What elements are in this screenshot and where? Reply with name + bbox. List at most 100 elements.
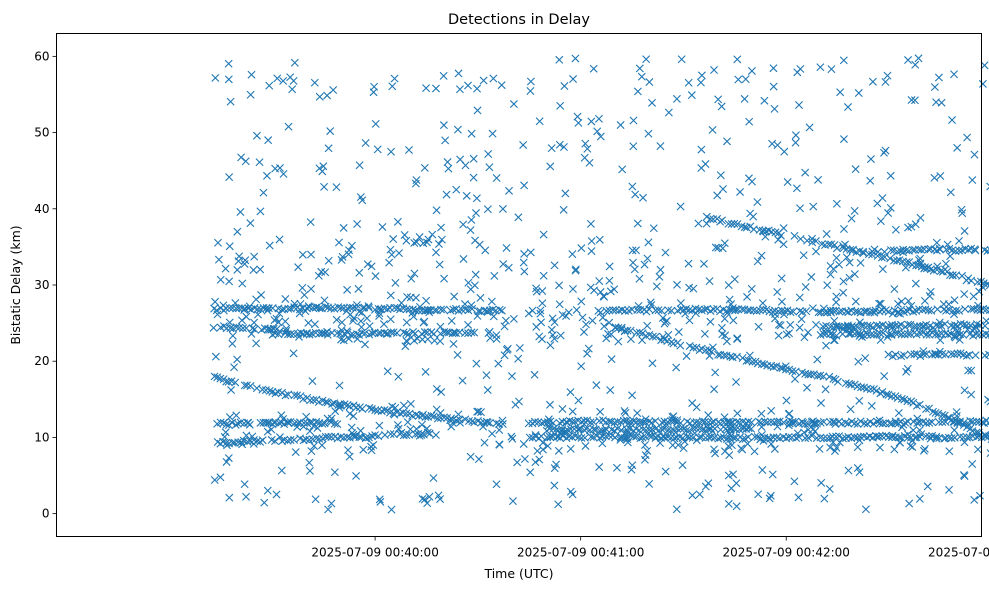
data-point — [543, 441, 552, 450]
data-point — [424, 235, 433, 244]
data-point — [765, 494, 774, 503]
data-point — [331, 407, 340, 416]
data-point — [934, 73, 943, 82]
data-point — [887, 331, 896, 340]
data-point — [447, 414, 456, 423]
data-point — [464, 320, 473, 329]
data-point — [485, 163, 494, 172]
data-point — [602, 306, 611, 315]
data-point — [321, 302, 330, 311]
data-point — [358, 404, 367, 413]
data-point — [233, 355, 242, 364]
data-point — [330, 419, 339, 428]
data-point — [489, 312, 498, 321]
data-point — [315, 92, 324, 101]
data-point — [945, 485, 954, 494]
data-point — [891, 329, 900, 338]
data-point — [839, 225, 848, 233]
data-point — [817, 399, 826, 408]
data-point — [293, 422, 302, 431]
data-point — [616, 435, 625, 444]
data-point — [432, 248, 440, 257]
data-point — [219, 301, 228, 310]
data-point — [237, 153, 246, 162]
data-point — [515, 397, 523, 406]
data-point — [296, 300, 305, 308]
data-point — [633, 409, 642, 418]
data-point — [804, 328, 813, 337]
data-point — [904, 330, 913, 339]
data-point — [536, 306, 545, 315]
data-point — [474, 455, 483, 464]
data-point — [307, 250, 315, 259]
data-point — [281, 317, 290, 326]
data-point — [657, 306, 666, 315]
data-point — [983, 247, 989, 256]
data-point — [305, 435, 314, 444]
data-point — [704, 479, 713, 488]
data-point — [676, 424, 685, 433]
data-point — [796, 64, 805, 73]
data-point — [607, 330, 616, 339]
data-point — [658, 313, 667, 322]
data-point — [880, 372, 889, 381]
data-point — [945, 414, 954, 423]
data-point — [727, 220, 736, 229]
data-point — [495, 425, 504, 434]
data-point — [489, 74, 498, 83]
data-point — [519, 439, 528, 448]
data-point — [227, 386, 236, 395]
data-point — [883, 332, 892, 341]
data-point — [242, 431, 251, 440]
data-point — [437, 388, 446, 397]
data-point — [545, 424, 554, 433]
data-point — [228, 339, 237, 348]
data-point — [374, 432, 383, 441]
data-point — [637, 72, 646, 81]
data-point — [797, 315, 806, 324]
data-point — [758, 466, 767, 475]
data-point — [412, 424, 421, 433]
data-point — [470, 328, 479, 337]
data-point — [947, 350, 956, 359]
data-point — [940, 319, 949, 328]
data-point — [306, 218, 315, 227]
data-point — [669, 412, 678, 421]
data-point — [694, 219, 703, 228]
data-point — [400, 230, 409, 239]
data-point — [310, 78, 319, 87]
data-point — [855, 331, 864, 340]
data-point — [720, 413, 729, 422]
data-point — [819, 304, 828, 313]
data-point — [919, 446, 928, 455]
data-point — [238, 440, 247, 449]
data-point — [746, 209, 755, 218]
data-point — [395, 249, 403, 258]
data-point — [209, 323, 218, 332]
data-point — [261, 418, 270, 427]
data-point — [563, 426, 572, 435]
data-point — [708, 125, 717, 134]
data-point — [526, 77, 535, 86]
data-point — [249, 266, 258, 274]
data-point — [890, 285, 899, 294]
data-point — [811, 320, 820, 329]
data-point — [644, 129, 653, 138]
data-point — [289, 76, 298, 85]
data-point — [485, 327, 494, 336]
data-point — [498, 420, 507, 429]
data-point — [959, 320, 968, 329]
data-point — [402, 336, 411, 345]
data-point — [257, 290, 266, 299]
data-point — [784, 432, 793, 441]
data-point — [406, 399, 415, 408]
data-point — [393, 304, 402, 313]
data-point — [539, 271, 548, 280]
data-point — [945, 447, 954, 456]
data-point — [875, 329, 884, 338]
data-point — [780, 147, 789, 156]
data-point — [718, 330, 727, 339]
data-point — [279, 169, 288, 178]
data-point — [399, 328, 408, 337]
data-point — [263, 427, 272, 436]
